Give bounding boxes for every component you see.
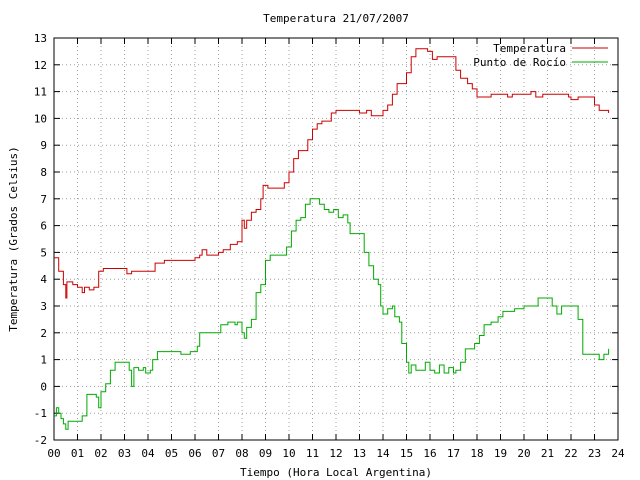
legend-label-1: Punto de Rocío <box>473 56 566 69</box>
x-tick-label: 04 <box>141 447 155 460</box>
legend-label-0: Temperatura <box>493 42 566 55</box>
x-tick-label: 06 <box>188 447 201 460</box>
y-tick-label: 4 <box>40 273 47 286</box>
y-tick-label: 3 <box>40 300 47 313</box>
x-axis-label: Tiempo (Hora Local Argentina) <box>240 466 432 479</box>
y-tick-label: 6 <box>40 220 47 233</box>
x-tick-label: 05 <box>165 447 178 460</box>
x-tick-label: 10 <box>282 447 295 460</box>
y-tick-label: 13 <box>34 32 47 45</box>
y-tick-label: -2 <box>34 434 47 447</box>
y-tick-label: 7 <box>40 193 47 206</box>
x-tick-label: 20 <box>517 447 530 460</box>
y-tick-label: 2 <box>40 327 47 340</box>
series-layer <box>54 48 610 430</box>
x-tick-label: 08 <box>235 447 248 460</box>
x-tick-label: 19 <box>494 447 507 460</box>
x-tick-label: 21 <box>541 447 554 460</box>
y-axis-label: Temperatura (Grados Celsius) <box>7 146 20 331</box>
y-tick-label: 9 <box>40 139 47 152</box>
x-tick-label: 01 <box>71 447 84 460</box>
x-tick-label: 07 <box>212 447 225 460</box>
series-line-1 <box>54 198 610 430</box>
x-tick-label: 03 <box>118 447 131 460</box>
chart-title: Temperatura 21/07/2007 <box>263 12 409 25</box>
x-tick-label: 22 <box>564 447 577 460</box>
series-line-0 <box>54 48 610 299</box>
plot-frame <box>53 37 619 441</box>
y-tick-label: -1 <box>34 407 47 420</box>
y-tick-label: 1 <box>40 354 47 367</box>
x-tick-label: 18 <box>470 447 483 460</box>
y-tick-label: 11 <box>34 86 47 99</box>
y-tick-label: 10 <box>34 112 47 125</box>
x-tick-label: 02 <box>94 447 107 460</box>
x-tick-label: 09 <box>259 447 272 460</box>
axes: 00 01 02 03 04 05 06 07 08 09 10 11 12 13 14 15 16 17 18 19… <box>34 32 625 460</box>
y-tick-label: 12 <box>34 59 47 72</box>
x-tick-label: 11 <box>306 447 319 460</box>
y-tick-label: 5 <box>40 246 47 259</box>
grid <box>54 38 618 440</box>
y-tick-label: 8 <box>40 166 47 179</box>
x-tick-label: 24 <box>611 447 625 460</box>
x-tick-label: 23 <box>588 447 601 460</box>
x-tick-label: 15 <box>400 447 413 460</box>
x-tick-label: 16 <box>423 447 436 460</box>
x-tick-label: 17 <box>447 447 460 460</box>
x-tick-label: 12 <box>329 447 342 460</box>
x-tick-label: 13 <box>353 447 366 460</box>
x-tick-label: 14 <box>376 447 390 460</box>
x-tick-label: 00 <box>47 447 60 460</box>
y-tick-label: 0 <box>40 380 47 393</box>
